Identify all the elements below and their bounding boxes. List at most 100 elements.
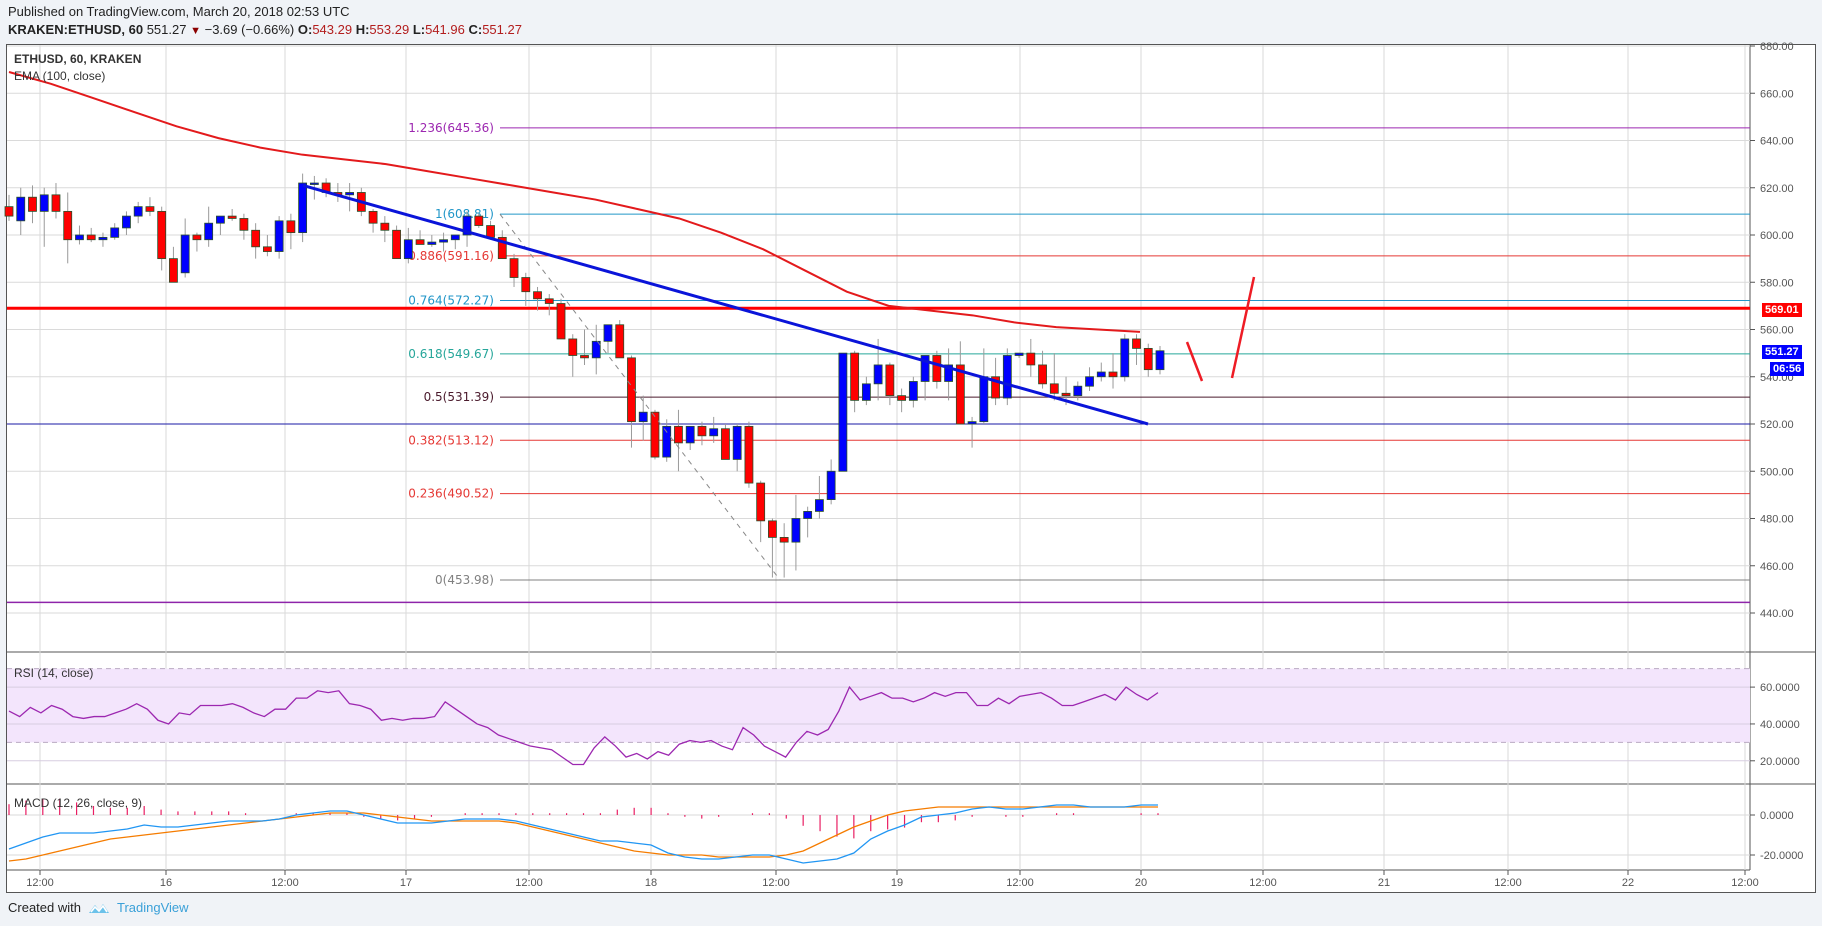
candle-body bbox=[1026, 352, 1036, 366]
open-value: 543.29 bbox=[312, 22, 353, 37]
candle-body bbox=[556, 303, 566, 340]
price-tick-label: 660.00 bbox=[1760, 88, 1794, 100]
candle-body bbox=[897, 395, 907, 401]
fib-level-label: 0.5(531.39) bbox=[424, 390, 494, 404]
price-tick-label: 640.00 bbox=[1760, 136, 1794, 148]
candle-body bbox=[274, 220, 284, 252]
candle-body bbox=[732, 425, 742, 460]
candle-body bbox=[239, 218, 249, 231]
time-tick-label: 12:00 bbox=[1249, 877, 1277, 889]
last-price: 551.27 bbox=[146, 22, 187, 37]
candle-body bbox=[967, 421, 977, 425]
candle-body bbox=[803, 511, 813, 519]
candle-body bbox=[838, 352, 848, 472]
candle-body bbox=[1132, 338, 1141, 349]
candle-body bbox=[75, 234, 84, 241]
candle-body bbox=[744, 425, 754, 484]
price-tick-label: 680.00 bbox=[1760, 41, 1794, 53]
rsi-line bbox=[8, 685, 1159, 766]
candle-body bbox=[932, 355, 942, 382]
candle-body bbox=[486, 225, 495, 238]
candle-body bbox=[16, 196, 26, 222]
candle-body bbox=[991, 376, 1000, 399]
fib-level-label: 0.618(549.67) bbox=[408, 347, 494, 361]
tradingview-logo-icon bbox=[88, 903, 109, 913]
price-tick-label: 440.00 bbox=[1760, 608, 1794, 620]
candle-body bbox=[133, 206, 143, 217]
candle-body bbox=[204, 222, 214, 241]
candle-body bbox=[908, 381, 918, 401]
candle-body bbox=[110, 227, 120, 238]
candle-body bbox=[861, 383, 871, 401]
candle-body bbox=[1014, 352, 1024, 356]
price-tick-label: 580.00 bbox=[1760, 277, 1794, 289]
descending-trendline[interactable] bbox=[302, 183, 1149, 426]
candle-body bbox=[298, 182, 308, 234]
candle-body bbox=[779, 537, 789, 543]
candle-body bbox=[791, 518, 801, 543]
time-tick-label: 12:00 bbox=[271, 877, 299, 889]
rsi-legend: RSI (14, close) bbox=[14, 666, 94, 680]
candle-body bbox=[1096, 371, 1106, 378]
candle-body bbox=[1155, 350, 1165, 371]
candle-body bbox=[145, 206, 155, 212]
candle-body bbox=[627, 357, 636, 423]
candle-body bbox=[39, 194, 49, 212]
candle-body bbox=[885, 364, 895, 397]
candle-body bbox=[920, 355, 930, 382]
candle-body bbox=[709, 428, 719, 437]
time-tick-label: 17 bbox=[400, 877, 412, 889]
candle-body bbox=[474, 215, 484, 226]
macd-line bbox=[8, 804, 1158, 864]
candle-body bbox=[521, 277, 531, 293]
candle-body bbox=[462, 215, 472, 236]
tradingview-link[interactable]: TradingView bbox=[116, 900, 189, 915]
projection-line-up[interactable] bbox=[1230, 276, 1256, 379]
price-tick-label: 480.00 bbox=[1760, 514, 1794, 526]
candle-body bbox=[415, 239, 425, 245]
candle-body bbox=[98, 236, 108, 241]
candle-body bbox=[262, 246, 272, 252]
fib-level-label: 0.236(490.52) bbox=[408, 487, 494, 501]
high-label: H: bbox=[355, 22, 370, 37]
time-tick-label: 21 bbox=[1378, 877, 1390, 889]
candle-body bbox=[850, 352, 860, 401]
candle-body bbox=[427, 241, 437, 245]
price-pane-legend-title: ETHUSD, 60, KRAKEN bbox=[14, 52, 142, 66]
high-value: 553.29 bbox=[369, 22, 410, 37]
low-value: 541.96 bbox=[425, 22, 465, 37]
candle-body bbox=[63, 210, 73, 241]
price-change: −3.69 (−0.66%) bbox=[204, 22, 295, 37]
price-tick-label: 560.00 bbox=[1760, 325, 1794, 337]
bar-countdown-badge: 06:56 bbox=[1770, 362, 1805, 376]
candle-body bbox=[286, 220, 296, 234]
candle-body bbox=[685, 425, 695, 444]
candle-body bbox=[1073, 385, 1083, 397]
candle-body bbox=[28, 196, 37, 212]
close-label: C: bbox=[468, 22, 483, 37]
candle-body bbox=[450, 234, 460, 241]
time-tick-label: 12:00 bbox=[1006, 877, 1034, 889]
price-tick-label: 460.00 bbox=[1760, 561, 1794, 573]
fib-level-label: 0.382(513.12) bbox=[408, 433, 494, 447]
candle-body bbox=[873, 364, 883, 385]
candle-body bbox=[591, 340, 601, 359]
rsi-tick-label: 60.0000 bbox=[1760, 682, 1800, 694]
candle-body bbox=[955, 364, 965, 425]
price-tick-label: 620.00 bbox=[1760, 183, 1794, 195]
candle-body bbox=[580, 355, 589, 359]
low-label: L: bbox=[412, 22, 426, 37]
macd-tick-label: 0.0000 bbox=[1760, 810, 1794, 822]
footer: Created with TradingView bbox=[8, 900, 189, 915]
price-tick-label: 500.00 bbox=[1760, 466, 1794, 478]
macd-legend: MACD (12, 26, close, 9) bbox=[14, 796, 143, 810]
candle-body bbox=[51, 194, 61, 212]
down-arrow-icon: ▼ bbox=[190, 25, 201, 37]
candle-body bbox=[439, 239, 448, 243]
projection-line-down[interactable] bbox=[1185, 341, 1204, 382]
time-tick-label: 12:00 bbox=[515, 877, 543, 889]
time-tick-label: 20 bbox=[1135, 877, 1147, 889]
candle-body bbox=[497, 236, 507, 260]
symbol-quote-line: KRAKEN:ETHUSD, 60 551.27 ▼ −3.69 (−0.66%… bbox=[8, 22, 522, 37]
